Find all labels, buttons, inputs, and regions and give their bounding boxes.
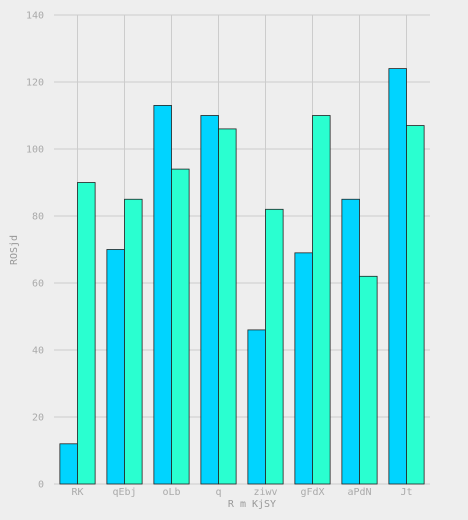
y-axis-title: ROSjd bbox=[9, 235, 20, 265]
bar-series-1 bbox=[341, 198, 360, 485]
x-tick-label: Jt bbox=[400, 487, 412, 498]
x-tick-label: q bbox=[215, 487, 221, 498]
y-tick-label: 60 bbox=[32, 279, 44, 290]
bar-layer bbox=[59, 68, 425, 485]
bar-series-1 bbox=[247, 329, 266, 485]
x-tick-label: oLb bbox=[162, 487, 180, 498]
bar-series-1 bbox=[200, 115, 219, 485]
x-tick-label: aPdN bbox=[347, 487, 371, 498]
bar-series-1 bbox=[388, 68, 407, 485]
x-tick-label: gFdX bbox=[300, 487, 324, 498]
x-tick-label: qEbj bbox=[112, 487, 136, 498]
y-tick-label: 140 bbox=[26, 11, 44, 22]
bar-series-1 bbox=[294, 252, 313, 485]
bar-series-1 bbox=[153, 105, 172, 485]
y-tick-label: 80 bbox=[32, 212, 44, 223]
bar-series-1 bbox=[59, 443, 78, 485]
x-tick-label: RK bbox=[71, 487, 83, 498]
bar-series-2 bbox=[265, 208, 284, 485]
tick-layer: 0 20 40 60 80 100 120 140 RK qEbj oLb q ziwv gFdX aPdN… bbox=[26, 11, 413, 499]
bar-series-2 bbox=[77, 182, 96, 485]
bar-series-2 bbox=[406, 125, 425, 485]
bar-series-2 bbox=[359, 275, 378, 485]
bar-series-2 bbox=[312, 115, 331, 485]
y-tick-label: 100 bbox=[26, 145, 44, 156]
bar-series-1 bbox=[106, 249, 125, 485]
x-tick-label: ziwv bbox=[253, 487, 277, 498]
bar-series-2 bbox=[124, 198, 143, 485]
x-axis-title: R m KjSY bbox=[228, 499, 276, 510]
bar-series-2 bbox=[218, 128, 237, 485]
y-tick-label: 0 bbox=[38, 480, 44, 491]
y-tick-label: 40 bbox=[32, 346, 44, 357]
bar-series-2 bbox=[171, 168, 190, 485]
y-tick-label: 20 bbox=[32, 413, 44, 424]
y-tick-label: 120 bbox=[26, 78, 44, 89]
